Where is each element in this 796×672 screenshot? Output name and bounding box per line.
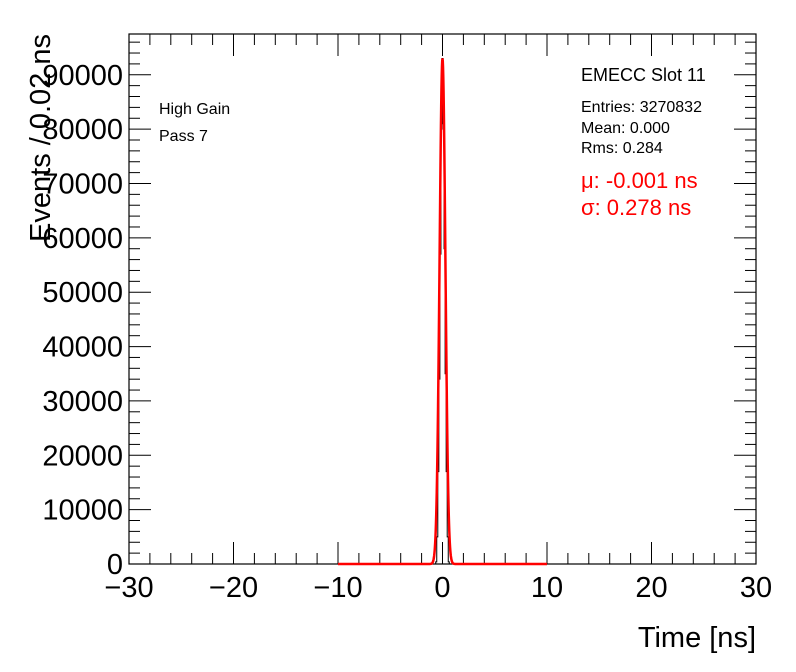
y-axis-label: Events / 0.02 ns [25, 34, 57, 242]
x-tick-labels: −30 −20 −10 0 10 20 30 [104, 572, 772, 604]
y-tick-label: 80000 [42, 114, 123, 146]
y-tick-label: 60000 [42, 223, 123, 255]
x-tick-label: −30 [104, 572, 153, 604]
stats-rms: Rms: 0.284 [581, 140, 663, 157]
stats-title: EMECC Slot 11 [581, 65, 706, 85]
x-tick-label: −10 [313, 572, 362, 604]
y-tick-label: 20000 [42, 440, 123, 472]
annotation-pass: Pass 7 [159, 128, 208, 145]
annotation-gain: High Gain [159, 101, 230, 118]
y-tick-label: 70000 [42, 168, 123, 200]
y-tick-label: 10000 [42, 495, 123, 527]
stats-mean: Mean: 0.000 [581, 120, 670, 137]
x-axis-label: Time [ns] [638, 622, 756, 654]
gaussian-fit-line [338, 58, 547, 566]
fit-mu: μ: -0.001 ns [581, 168, 698, 193]
y-tick-label: 90000 [42, 60, 123, 92]
axis-ticks [128, 34, 757, 565]
y-tick-label: 50000 [42, 277, 123, 309]
y-tick-label: 0 [107, 549, 123, 581]
x-tick-label: 20 [635, 572, 667, 604]
x-tick-label: 30 [740, 572, 772, 604]
y-tick-label: 40000 [42, 332, 123, 364]
y-tick-label: 30000 [42, 386, 123, 418]
x-tick-label: 10 [531, 572, 563, 604]
x-tick-label: 0 [434, 572, 450, 604]
fit-curve [338, 58, 547, 566]
stats-entries: Entries: 3270832 [581, 99, 702, 116]
y-tick-labels: 0 10000 20000 30000 40000 50000 60000 70000 8000… [42, 60, 123, 581]
x-tick-label: −20 [209, 572, 258, 604]
fit-sigma: σ: 0.278 ns [581, 195, 691, 220]
